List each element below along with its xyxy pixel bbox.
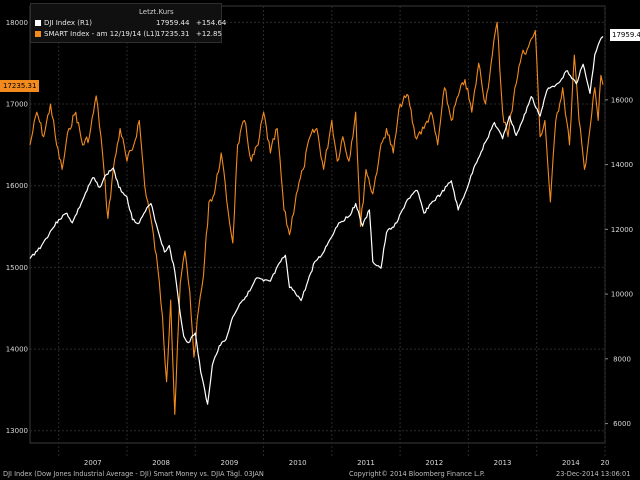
legend-entry-dji: DJI Index (R1) 17959.44 +154.64: [35, 18, 226, 29]
left-tick-label: 18000: [6, 19, 28, 27]
left-tick-label: 16000: [6, 182, 28, 190]
left-tick-label: 17000: [6, 101, 28, 109]
x-tick-label: 2010: [289, 459, 307, 467]
legend-entry-smart: SMART Index - am 12/19/14 (L1)17235.31 +1…: [35, 29, 222, 40]
footer-description: DJI Index (Dow Jones Industrial Average …: [3, 470, 264, 478]
series-layer: [29, 21, 604, 415]
right-last-value-tag: 17959.44: [610, 29, 640, 41]
right-tick-label: 16000: [611, 96, 633, 104]
x-tick-label: 2007: [84, 459, 102, 467]
plot-area: [29, 5, 606, 444]
right-tick-label: 10000: [611, 291, 633, 299]
legend-label-dji: DJI Index (R1): [44, 19, 93, 27]
x-tick-label: 2012: [425, 459, 443, 467]
legend-change-dji: +154.64: [196, 19, 227, 27]
right-tick-label: 8000: [613, 355, 631, 363]
right-tick-label: 6000: [613, 420, 631, 428]
right-tick-label: 14000: [611, 161, 633, 169]
x-axis: 2007 2008 2009 2010 2011 2012 2013 2014 20: [84, 459, 610, 467]
legend-swatch-dji: [35, 20, 41, 26]
footer-copyright: Copyright© 2014 Bloomberg Finance L.P.: [349, 470, 485, 478]
left-tick-label: 15000: [6, 264, 28, 272]
legend-swatch-smart: [35, 31, 41, 37]
legend-label-smart: SMART Index - am 12/19/14 (L1): [44, 30, 158, 38]
chart-grid: [29, 5, 606, 457]
right-axis: 6000 8000 10000 12000 14000 16000: [605, 96, 633, 428]
legend-change-smart: +12.85: [196, 30, 222, 38]
left-last-value-tag: 17235.31: [0, 80, 40, 92]
footer-timestamp: 23-Dec-2014 13:06:01: [556, 470, 631, 478]
left-tick-label: 13000: [6, 427, 28, 435]
left-axis: 13000 14000 15000 16000 17000 18000: [6, 19, 28, 435]
right-tick-label: 12000: [611, 226, 633, 234]
legend: Letzt.Kurs DJI Index (R1) 17959.44 +154.64…: [30, 3, 226, 43]
series-line-dji-index: [29, 36, 604, 405]
legend-header: Letzt.Kurs: [139, 8, 174, 16]
x-tick-label: 2011: [357, 459, 375, 467]
x-tick-label: 2013: [494, 459, 512, 467]
legend-value-dji: 17959.44: [156, 19, 190, 27]
left-tick-label: 14000: [6, 346, 28, 354]
x-tick-label: 2008: [152, 459, 170, 467]
x-tick-label: 20: [601, 459, 610, 467]
x-tick-label: 2014: [562, 459, 580, 467]
footer: DJI Index (Dow Jones Industrial Average …: [0, 469, 640, 480]
x-tick-label: 2009: [220, 459, 238, 467]
legend-value-smart: 17235.31: [156, 30, 190, 38]
